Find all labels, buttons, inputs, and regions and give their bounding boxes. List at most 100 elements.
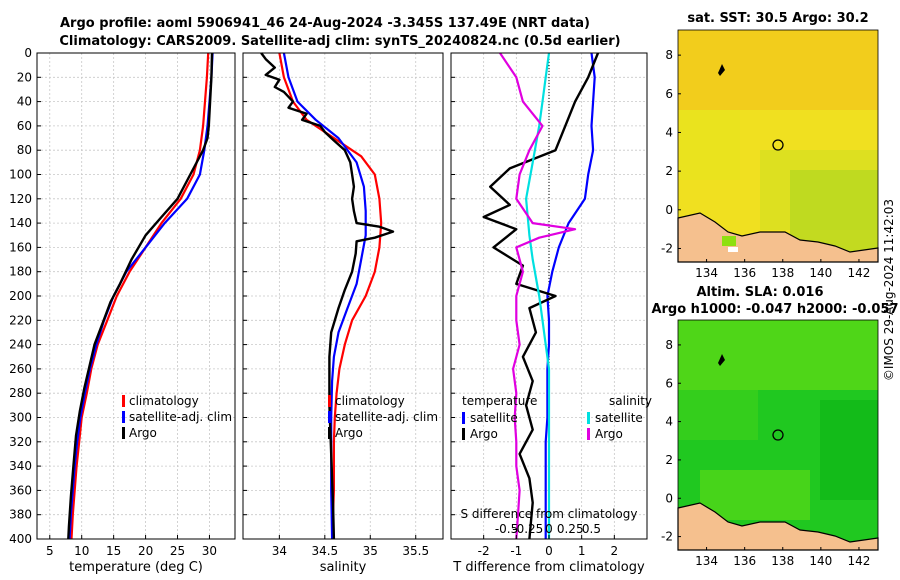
series-argo	[260, 52, 395, 540]
y-tick-label: 320	[9, 435, 32, 449]
sla-map-title-1: Altim. SLA: 0.016	[697, 285, 824, 300]
y-tick-label: 240	[9, 338, 32, 352]
map-y-tick-label: 8	[665, 48, 673, 62]
x-tick-label: 0	[545, 544, 553, 558]
difference-panel: -2 -1 0 1 2 T difference from climatology temp…	[450, 52, 652, 575]
y-tick-label: 100	[9, 168, 32, 182]
y-tick-label: 140	[9, 216, 32, 230]
series-satellite-adj-clim	[282, 52, 367, 540]
legend-label: Argo	[335, 426, 363, 440]
legend-swatch	[122, 411, 125, 423]
title-line-1: Argo profile: aoml 5906941_46 24-Aug-202…	[60, 16, 590, 31]
x-tick-label: 25	[170, 544, 185, 558]
legend-swatch	[122, 427, 125, 439]
y-tick-label: 340	[9, 459, 32, 473]
y-tick-label: 160	[9, 240, 32, 254]
sst-map-title: sat. SST: 30.5 Argo: 30.2	[687, 11, 868, 26]
sst-argo-marker	[772, 139, 784, 151]
x-axis-label: salinity	[320, 560, 367, 575]
y-tick-label: 220	[9, 313, 32, 327]
map-x-tick-label: 138	[771, 554, 794, 568]
y-tick-label: 380	[9, 508, 32, 522]
x-tick-label: 34.5	[311, 544, 338, 558]
legend-label: Argo	[595, 427, 623, 441]
y-tick-label: 40	[17, 95, 32, 109]
x2-tick-label: 0	[545, 522, 553, 536]
y-tick-label: 200	[9, 289, 32, 303]
y-tick-label: 260	[9, 362, 32, 376]
map-x-tick-label: 140	[809, 554, 832, 568]
series-climatology	[278, 52, 383, 539]
y-tick-label: 300	[9, 411, 32, 425]
x2-tick-label: -0.5	[495, 522, 518, 536]
legend-swatch	[328, 411, 331, 423]
sla-map: 134 136 138 140 142 8 6 4 2 0 -2	[661, 319, 879, 568]
x-tick-label: 20	[138, 544, 153, 558]
map-y-tick-label: 8	[665, 338, 673, 352]
y-tick-label: 60	[17, 119, 32, 133]
x-tick-label: 10	[74, 544, 89, 558]
x-tick-label: -1	[510, 544, 522, 558]
legend-label: Argo	[470, 427, 498, 441]
map-y-tick-label: 6	[665, 376, 673, 390]
series-temperature-argo	[482, 52, 600, 540]
y-tick-label: 80	[17, 143, 32, 157]
map-x-tick-label: 134	[695, 554, 718, 568]
x-tick-label: 35.5	[402, 544, 429, 558]
map-y-tick-label: 2	[665, 164, 673, 178]
legend-label: satellite-adj. clim	[335, 410, 438, 424]
map-y-tick-label: -2	[661, 530, 673, 544]
legend-swatch	[328, 395, 331, 407]
x2-tick-label: -0.25	[512, 522, 543, 536]
map-y-tick-label: 0	[665, 491, 673, 505]
y-tick-label: 180	[9, 265, 32, 279]
temperature-panel: 5 10 15 20 25 3002040608010012014016018020022…	[9, 46, 236, 575]
legend-title-salinity: salinity	[609, 394, 652, 408]
legend-label: climatology	[335, 394, 405, 408]
sla-map-title-2: Argo h1000: -0.047 h2000: -0.057	[651, 302, 898, 317]
map-x-tick-label: 136	[733, 266, 756, 280]
map-y-tick-label: -2	[661, 241, 673, 255]
map-x-tick-label: 138	[771, 266, 794, 280]
x-tick-label: 5	[46, 544, 54, 558]
imos-watermark: ©IMOS 29-Aug-2024 11:42:03	[882, 199, 896, 381]
map-y-tick-label: 4	[665, 415, 673, 429]
map-x-tick-label: 140	[809, 266, 832, 280]
sla-argo-marker	[772, 429, 784, 441]
series-climatology	[70, 52, 210, 540]
map-y-tick-label: 2	[665, 453, 673, 467]
sst-map: 134 136 138 140 142 8 6 4 2 0 -2	[661, 29, 879, 280]
series-salinity-satellite	[525, 52, 551, 539]
series-temperature-satellite	[544, 52, 596, 539]
x-axis-label: temperature (deg C)	[69, 560, 203, 575]
y-tick-label: 120	[9, 192, 32, 206]
legend-label: satellite-adj. clim	[129, 410, 232, 424]
map-y-tick-label: 6	[665, 87, 673, 101]
x-tick-label: 35	[363, 544, 378, 558]
series-salinity-argo	[499, 52, 577, 540]
x-tick-label: -2	[478, 544, 490, 558]
x-axis-label: T difference from climatology	[452, 560, 645, 575]
x-tick-label: 30	[202, 544, 217, 558]
legend-swatch	[462, 412, 465, 424]
x2-tick-label: 0.25	[557, 522, 584, 536]
map-x-tick-label: 136	[733, 554, 756, 568]
title-line-2: Climatology: CARS2009. Satellite-adj cli…	[59, 34, 620, 49]
legend-label: Argo	[129, 426, 157, 440]
legend-swatch	[122, 395, 125, 407]
series-argo	[67, 52, 214, 540]
x2-axis-label: S difference from climatology	[461, 507, 638, 521]
map-y-tick-label: 0	[665, 203, 673, 217]
y-tick-label: 360	[9, 483, 32, 497]
y-tick-label: 400	[9, 532, 32, 546]
x2-tick-label: 0.5	[582, 522, 601, 536]
legend-swatch	[462, 428, 465, 440]
map-x-tick-label: 142	[847, 554, 870, 568]
map-x-tick-label: 134	[695, 266, 718, 280]
x-tick-label: 34	[272, 544, 287, 558]
x-tick-label: 1	[578, 544, 586, 558]
legend-swatch	[587, 428, 590, 440]
legend-label: satellite	[595, 411, 643, 425]
y-tick-label: 280	[9, 386, 32, 400]
